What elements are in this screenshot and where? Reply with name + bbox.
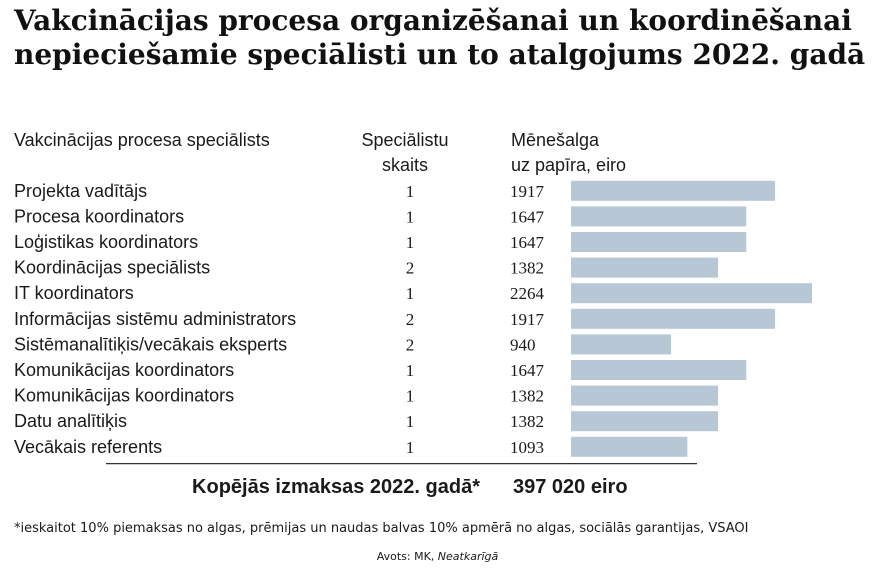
column-header-specialist: Vakcinācijas procesa speciālists — [14, 130, 270, 150]
category-label: Loģistikas koordinators — [14, 232, 198, 252]
salary-bar — [571, 180, 776, 201]
footnote: *ieskaitot 10% piemaksas no algas, prēmi… — [14, 521, 749, 536]
salary-bar — [571, 360, 747, 380]
column-header-salary: Mēnešalga uz papīra, eiro — [511, 128, 626, 178]
salary-bar — [571, 436, 688, 457]
count-label: 1 — [406, 438, 415, 457]
count-label: 1 — [406, 182, 415, 201]
column-header-salary-line1: Mēnešalga — [511, 130, 600, 150]
count-label: 1 — [406, 284, 415, 303]
category-label: IT koordinators — [14, 283, 134, 303]
salary-bar — [571, 411, 719, 432]
category-label: Koordinācijas speciālists — [14, 258, 210, 278]
salary-bar — [571, 308, 776, 329]
source-line: Avots: MK, Neatkarīgā — [0, 549, 875, 565]
total-cost-label: Kopējās izmaksas 2022. gadā* — [192, 476, 480, 498]
value-label: 1382 — [510, 412, 544, 431]
category-label: Komunikācijas koordinators — [14, 360, 234, 380]
count-label: 1 — [406, 233, 415, 252]
count-label: 1 — [406, 412, 415, 431]
count-label: 1 — [406, 207, 415, 226]
value-label: 1093 — [510, 438, 544, 457]
salary-bar — [571, 334, 672, 355]
count-label: 1 — [406, 361, 415, 380]
salary-bar — [571, 257, 719, 278]
value-label: 1382 — [510, 387, 544, 406]
salary-bar — [571, 385, 719, 406]
value-label: 1647 — [510, 207, 545, 226]
value-label: 1647 — [510, 361, 545, 380]
count-label: 1 — [406, 387, 415, 406]
category-label: Komunikācijas koordinators — [14, 386, 234, 406]
total-cost-value: 397 020 eiro — [513, 476, 628, 498]
value-label: 1917 — [510, 310, 545, 329]
value-label: 1382 — [510, 259, 544, 278]
value-label: 2264 — [510, 284, 545, 303]
count-label: 2 — [406, 310, 415, 329]
salary-bar — [571, 283, 812, 304]
category-label: Sistēmanalītiķis/vecākais eksperts — [14, 334, 287, 354]
column-header-count-line1: Speciālistu — [361, 130, 449, 150]
salary-bar — [571, 206, 747, 227]
category-label: Projekta vadītājs — [14, 181, 147, 201]
value-label: 1647 — [510, 233, 545, 252]
category-label: Procesa koordinators — [14, 206, 184, 226]
column-header-count: Speciālistu skaits — [350, 128, 460, 178]
chart-title: Vakcinācijas procesa organizēšanai un ko… — [14, 4, 866, 71]
salary-bar — [571, 232, 747, 252]
value-label: 1917 — [510, 182, 545, 201]
column-header-salary-line2: uz papīra, eiro — [511, 155, 627, 175]
value-label: 940 — [510, 335, 536, 354]
category-label: Datu analītiķis — [14, 411, 127, 431]
count-label: 2 — [406, 259, 415, 278]
source-publication: Neatkarīgā — [437, 550, 499, 563]
category-label: Informācijas sistēmu administrators — [14, 309, 296, 329]
category-label: Vecākais referents — [14, 437, 162, 457]
count-label: 2 — [406, 335, 415, 354]
column-header-count-line2: skaits — [381, 155, 428, 175]
source-prefix: Avots: MK, — [376, 550, 438, 563]
